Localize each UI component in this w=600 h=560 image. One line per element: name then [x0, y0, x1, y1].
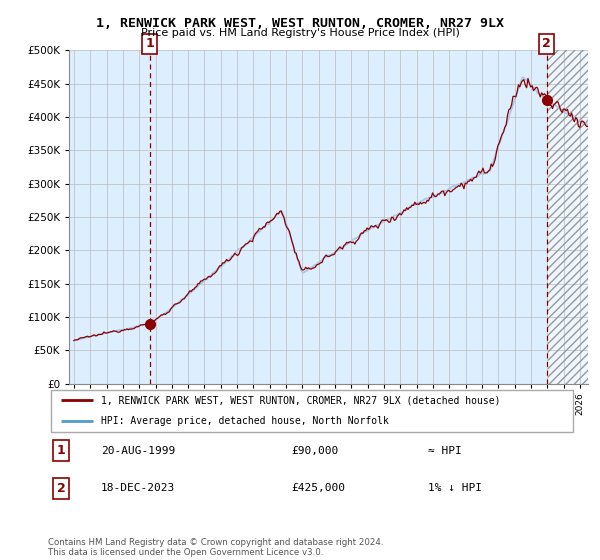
Text: 1: 1 [57, 444, 65, 457]
Text: 1, RENWICK PARK WEST, WEST RUNTON, CROMER, NR27 9LX (detached house): 1, RENWICK PARK WEST, WEST RUNTON, CROME… [101, 395, 500, 405]
Text: 2: 2 [542, 38, 551, 50]
Text: Contains HM Land Registry data © Crown copyright and database right 2024.
This d: Contains HM Land Registry data © Crown c… [48, 538, 383, 557]
Text: 2: 2 [57, 482, 65, 495]
Bar [547, 50, 596, 384]
Text: ≈ HPI: ≈ HPI [428, 446, 462, 456]
Text: £425,000: £425,000 [291, 483, 345, 493]
Text: 1, RENWICK PARK WEST, WEST RUNTON, CROMER, NR27 9LX: 1, RENWICK PARK WEST, WEST RUNTON, CROME… [96, 17, 504, 30]
FancyBboxPatch shape [50, 390, 574, 432]
Text: Price paid vs. HM Land Registry's House Price Index (HPI): Price paid vs. HM Land Registry's House … [140, 28, 460, 38]
Text: 1% ↓ HPI: 1% ↓ HPI [428, 483, 482, 493]
Text: 18-DEC-2023: 18-DEC-2023 [101, 483, 175, 493]
Text: 1: 1 [145, 38, 154, 50]
Text: £90,000: £90,000 [291, 446, 338, 456]
Text: 20-AUG-1999: 20-AUG-1999 [101, 446, 175, 456]
Text: HPI: Average price, detached house, North Norfolk: HPI: Average price, detached house, Nort… [101, 417, 389, 427]
